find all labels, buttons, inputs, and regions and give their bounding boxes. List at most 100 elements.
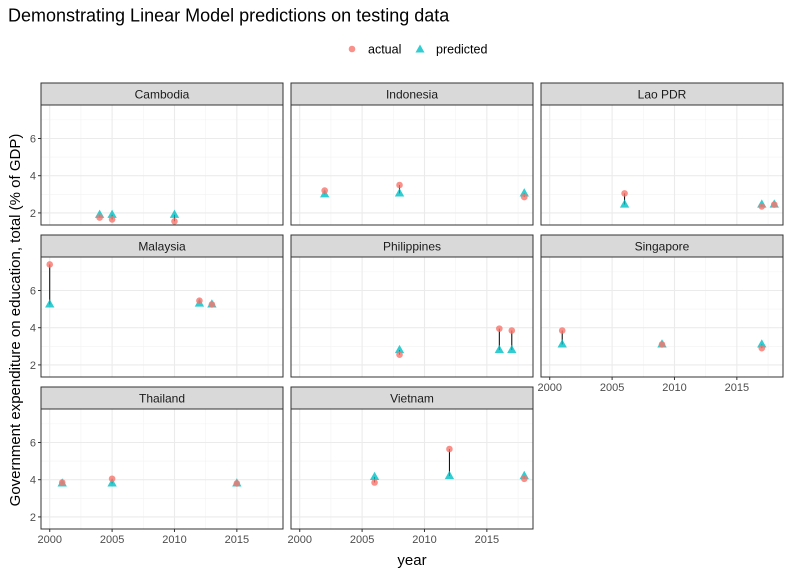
x-tick-label: 2010 <box>162 534 186 546</box>
actual-point <box>46 261 54 268</box>
x-tick-label: 2015 <box>725 382 749 394</box>
plot-background <box>541 257 783 377</box>
legend-key-predicted <box>415 44 425 53</box>
predicted-point <box>45 299 55 308</box>
actual-point <box>758 203 766 210</box>
y-tick-label: 4 <box>30 323 36 335</box>
predicted-point <box>369 471 380 481</box>
panel-border <box>40 104 284 226</box>
predicted-point <box>507 344 517 354</box>
legend-key-actual <box>348 45 356 53</box>
predicted-point <box>519 188 529 197</box>
actual-point <box>396 181 403 189</box>
plot-background <box>41 257 283 377</box>
y-tick-label: 6 <box>30 285 36 297</box>
x-tick-label: 2010 <box>412 534 436 546</box>
x-tick-label: 2010 <box>662 382 686 394</box>
facet-vietnam: Vietnam 2000 2005 2010 2015 <box>287 386 534 546</box>
plot-background <box>41 105 283 225</box>
facet-strip-label: Malaysia <box>138 240 186 254</box>
x-tick-label: 2005 <box>100 534 124 546</box>
y-tick-label: 2 <box>30 208 36 220</box>
predicted-point <box>169 209 180 218</box>
facet-panels: Cambodia 2 4 6 Indonesia Lao PDR Malaysia 2 4 6 Ph… <box>30 82 784 546</box>
actual-point <box>96 214 103 221</box>
actual-point <box>171 217 178 225</box>
y-tick-label: 2 <box>30 360 36 372</box>
x-tick-label: 2005 <box>350 534 374 546</box>
panel-border <box>40 408 284 530</box>
y-tick-label: 6 <box>30 133 36 145</box>
actual-point <box>758 344 766 352</box>
legend: actual predicted <box>348 43 487 57</box>
panel-border <box>290 256 534 378</box>
predicted-point <box>394 188 405 197</box>
predicted-point <box>107 478 117 487</box>
chart-title: Demonstrating Linear Model predictions o… <box>8 6 450 26</box>
panel-border <box>40 256 284 378</box>
y-tick-label: 6 <box>30 437 36 449</box>
x-tick-label: 2000 <box>37 534 61 546</box>
predicted-point <box>107 209 117 218</box>
legend-item-predicted: predicted <box>415 43 487 57</box>
predicted-point <box>757 339 767 348</box>
actual-point <box>108 216 116 223</box>
actual-point <box>520 475 528 483</box>
predicted-point <box>444 470 455 480</box>
facet-strip-label: Indonesia <box>386 88 438 102</box>
actual-point <box>658 341 666 348</box>
facet-strip-label: Cambodia <box>135 88 190 102</box>
predicted-point <box>494 344 504 354</box>
actual-point <box>371 479 378 486</box>
actual-point <box>208 301 216 308</box>
facet-malaysia: Malaysia 2 4 6 <box>30 234 284 378</box>
plot-background <box>291 105 533 225</box>
x-tick-label: 2000 <box>537 382 561 394</box>
actual-point <box>770 201 778 208</box>
predicted-point <box>619 199 630 208</box>
facet-indonesia: Indonesia <box>290 82 534 226</box>
facet-thailand: Thailand 2 4 6 2000 2005 2010 2015 <box>30 386 284 546</box>
actual-point <box>233 480 241 487</box>
actual-point <box>558 327 566 334</box>
actual-point <box>58 479 66 486</box>
x-tick-label: 2000 <box>287 534 311 546</box>
plot-background <box>291 409 533 529</box>
plot-background <box>541 105 783 225</box>
panel-border <box>540 104 784 226</box>
panel-border <box>290 104 534 226</box>
facet-singapore: Singapore 2000 2005 2010 2015 <box>537 234 784 394</box>
facet-lao-pdr: Lao PDR <box>540 82 784 226</box>
y-tick-label: 4 <box>30 171 36 183</box>
facet-strip-label: Thailand <box>139 392 185 406</box>
facet-strip-label: Singapore <box>635 240 690 254</box>
predicted-point <box>557 339 567 348</box>
facet-strip-label: Lao PDR <box>638 88 687 102</box>
plot-background <box>291 257 533 377</box>
facet-strip-label: Vietnam <box>390 392 434 406</box>
actual-point <box>108 475 116 483</box>
y-tick-label: 2 <box>30 512 36 524</box>
actual-point <box>446 445 453 453</box>
actual-point <box>520 193 528 201</box>
x-tick-label: 2015 <box>225 534 249 546</box>
legend-label-actual: actual <box>368 43 401 57</box>
predicted-point <box>394 344 405 354</box>
y-axis-title: Government expenditure on education, tot… <box>7 134 24 507</box>
plot-background <box>41 409 283 529</box>
actual-point <box>396 351 403 358</box>
x-tick-label: 2015 <box>475 534 499 546</box>
y-tick-label: 4 <box>30 475 36 487</box>
actual-point <box>508 327 516 334</box>
actual-point <box>196 297 203 305</box>
x-tick-label: 2005 <box>600 382 624 394</box>
facet-philippines: Philippines <box>290 234 534 378</box>
actual-point <box>621 190 628 197</box>
facet-strip-label: Philippines <box>383 240 441 254</box>
panel-border <box>290 408 534 530</box>
x-axis-title: year <box>397 552 426 569</box>
actual-point <box>496 325 503 332</box>
panel-border <box>540 256 784 378</box>
legend-label-predicted: predicted <box>436 43 487 57</box>
